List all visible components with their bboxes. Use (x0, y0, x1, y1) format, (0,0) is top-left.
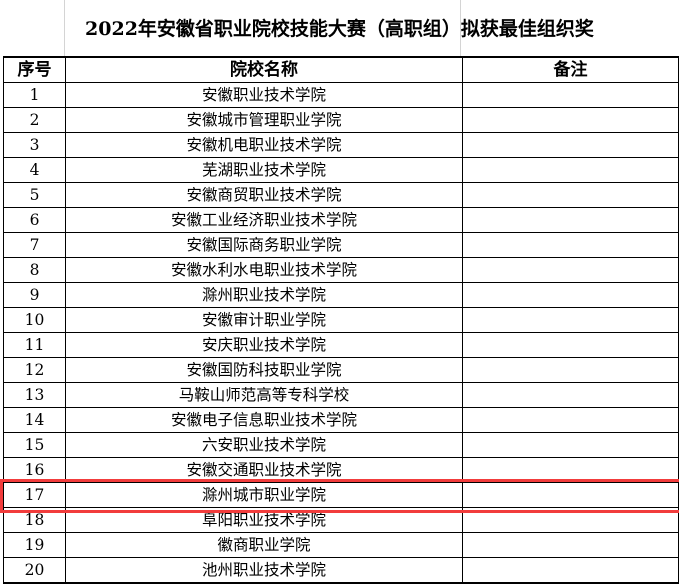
table-row: 17 滁州城市职业学院 (3, 482, 679, 508)
table-row: 19 徽商职业学院 (3, 532, 679, 558)
cell-note[interactable] (462, 282, 679, 308)
cell-school-name[interactable]: 滁州城市职业学院 (65, 482, 463, 508)
table-row: 3 安徽机电职业技术学院 (3, 132, 679, 158)
cell-no[interactable]: 5 (3, 182, 66, 208)
cell-note[interactable] (462, 257, 679, 283)
cell-no[interactable]: 13 (3, 382, 66, 408)
table-row: 6 安徽工业经济职业技术学院 (3, 207, 679, 233)
cell-note[interactable] (462, 432, 679, 458)
cell-school-name[interactable]: 安徽工业经济职业技术学院 (65, 207, 463, 233)
cell-no[interactable]: 17 (3, 482, 66, 508)
cell-school-name[interactable]: 马鞍山师范高等专科学校 (65, 382, 463, 408)
cell-note[interactable] (462, 207, 679, 233)
table-row: 9 滁州职业技术学院 (3, 282, 679, 308)
cell-note[interactable] (462, 307, 679, 333)
cell-note[interactable] (462, 457, 679, 483)
cell-no[interactable]: 3 (3, 132, 66, 158)
cell-no[interactable]: 15 (3, 432, 66, 458)
cell-no[interactable]: 2 (3, 107, 66, 133)
cell-school-name[interactable]: 安徽水利水电职业技术学院 (65, 257, 463, 283)
cell-note[interactable] (462, 382, 679, 408)
gridline (460, 0, 461, 56)
cell-school-name[interactable]: 安徽交通职业技术学院 (65, 457, 463, 483)
cell-school-name[interactable]: 芜湖职业技术学院 (65, 157, 463, 183)
cell-note[interactable] (462, 332, 679, 358)
table-row: 1 安徽职业技术学院 (3, 82, 679, 108)
cell-school-name[interactable]: 安庆职业技术学院 (65, 332, 463, 358)
cell-school-name[interactable]: 徽商职业学院 (65, 532, 463, 558)
cell-school-name[interactable]: 安徽国际商务职业学院 (65, 232, 463, 258)
cell-school-name[interactable]: 滁州职业技术学院 (65, 282, 463, 308)
cell-note[interactable] (462, 407, 679, 433)
cell-no[interactable]: 11 (3, 332, 66, 358)
cell-note[interactable] (462, 557, 679, 584)
table-row: 8 安徽水利水电职业技术学院 (3, 257, 679, 283)
cell-note[interactable] (462, 132, 679, 158)
table-row: 2 安徽城市管理职业学院 (3, 107, 679, 133)
cell-note[interactable] (462, 157, 679, 183)
cell-school-name[interactable]: 六安职业技术学院 (65, 432, 463, 458)
cell-school-name[interactable]: 安徽审计职业学院 (65, 307, 463, 333)
table-row: 13 马鞍山师范高等专科学校 (3, 382, 679, 408)
gridline (64, 0, 65, 56)
award-table: 序号 院校名称 备注 1 安徽职业技术学院 2 安徽城市管理职业学院 3 安徽机电职业技术… (3, 56, 679, 584)
cell-no[interactable]: 14 (3, 407, 66, 433)
cell-no[interactable]: 6 (3, 207, 66, 233)
cell-school-name[interactable]: 阜阳职业技术学院 (65, 507, 463, 533)
cell-note[interactable] (462, 507, 679, 533)
cell-no[interactable]: 4 (3, 157, 66, 183)
table-row: 16 安徽交通职业技术学院 (3, 457, 679, 483)
table-row: 15 六安职业技术学院 (3, 432, 679, 458)
cell-no[interactable]: 20 (3, 557, 66, 584)
cell-note[interactable] (462, 107, 679, 133)
sheet-title: 2022年安徽省职业院校技能大赛（高职组）拟获最佳组织奖 (85, 18, 594, 40)
cell-note[interactable] (462, 482, 679, 508)
cell-school-name[interactable]: 安徽国防科技职业学院 (65, 357, 463, 383)
table-row: 7 安徽国际商务职业学院 (3, 232, 679, 258)
cell-no[interactable]: 19 (3, 532, 66, 558)
table-row: 18 阜阳职业技术学院 (3, 507, 679, 533)
cell-note[interactable] (462, 357, 679, 383)
cell-school-name[interactable]: 安徽商贸职业技术学院 (65, 182, 463, 208)
header-no[interactable]: 序号 (3, 56, 66, 83)
cell-school-name[interactable]: 安徽机电职业技术学院 (65, 132, 463, 158)
table-row: 4 芜湖职业技术学院 (3, 157, 679, 183)
table-row: 12 安徽国防科技职业学院 (3, 357, 679, 383)
cell-no[interactable]: 7 (3, 232, 66, 258)
table-row: 5 安徽商贸职业技术学院 (3, 182, 679, 208)
header-note[interactable]: 备注 (462, 56, 679, 83)
table-row: 11 安庆职业技术学院 (3, 332, 679, 358)
cell-note[interactable] (462, 232, 679, 258)
table-row: 10 安徽审计职业学院 (3, 307, 679, 333)
cell-note[interactable] (462, 182, 679, 208)
cell-no[interactable]: 9 (3, 282, 66, 308)
cell-no[interactable]: 8 (3, 257, 66, 283)
header-row: 序号 院校名称 备注 (3, 56, 679, 83)
cell-school-name[interactable]: 安徽城市管理职业学院 (65, 107, 463, 133)
cell-no[interactable]: 1 (3, 82, 66, 108)
cell-no[interactable]: 10 (3, 307, 66, 333)
cell-note[interactable] (462, 82, 679, 108)
cell-no[interactable]: 12 (3, 357, 66, 383)
table-row: 20 池州职业技术学院 (3, 557, 679, 584)
cell-school-name[interactable]: 安徽职业技术学院 (65, 82, 463, 108)
header-school[interactable]: 院校名称 (65, 56, 463, 83)
cell-school-name[interactable]: 池州职业技术学院 (65, 557, 463, 584)
cell-school-name[interactable]: 安徽电子信息职业技术学院 (65, 407, 463, 433)
cell-note[interactable] (462, 532, 679, 558)
cell-no[interactable]: 16 (3, 457, 66, 483)
cell-no[interactable]: 18 (3, 507, 66, 533)
table-row: 14 安徽电子信息职业技术学院 (3, 407, 679, 433)
